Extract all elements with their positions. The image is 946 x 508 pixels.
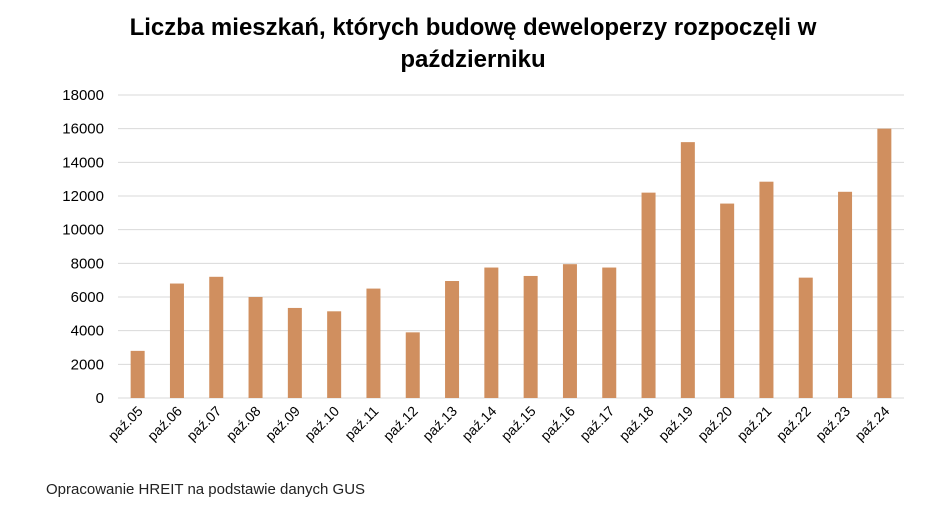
bar-paź.15 — [523, 275, 538, 398]
bar-paź.07 — [209, 276, 224, 398]
bar-paź.22 — [798, 277, 813, 398]
x-tick-label: paź.24 — [851, 403, 892, 444]
bar-paź.13 — [445, 281, 460, 398]
x-tick-label: paź.23 — [812, 403, 853, 444]
y-tick-label: 18000 — [62, 87, 104, 104]
x-tick-label: paź.13 — [419, 403, 460, 444]
x-tick-label: paź.20 — [694, 403, 735, 444]
bar-paź.18 — [641, 192, 656, 398]
y-tick-label: 14000 — [62, 154, 104, 171]
bar-paź.09 — [287, 307, 302, 398]
x-tick-label: paź.22 — [773, 403, 814, 444]
x-tick-label: paź.21 — [734, 403, 775, 444]
x-tick-label: paź.12 — [380, 403, 421, 444]
x-tick-label: paź.10 — [301, 403, 342, 444]
x-tick-label: paź.16 — [537, 403, 578, 444]
y-tick-label: 6000 — [71, 289, 104, 306]
chart-title-line-2: październiku — [400, 46, 546, 73]
bar-paź.21 — [759, 181, 774, 398]
x-tick-label: paź.18 — [616, 403, 657, 444]
x-tick-label: paź.17 — [576, 403, 617, 444]
x-tick-label: paź.11 — [341, 403, 381, 443]
x-tick-label: paź.09 — [262, 403, 303, 444]
bar-paź.19 — [680, 142, 695, 398]
bar-paź.16 — [562, 264, 577, 398]
x-tick-label: paź.06 — [144, 403, 185, 444]
x-tick-label: paź.05 — [105, 403, 146, 444]
y-tick-label: 4000 — [71, 323, 104, 340]
y-tick-label: 2000 — [71, 356, 104, 373]
x-tick-label: paź.07 — [183, 403, 224, 444]
bar-paź.10 — [327, 311, 342, 398]
chart-title: Liczba mieszkań, których budowę dewelope… — [0, 12, 946, 76]
bars — [130, 128, 892, 398]
bar-paź.23 — [838, 191, 853, 398]
chart-title-line-1: Liczba mieszkań, których budowę dewelope… — [129, 14, 817, 41]
bar-paź.12 — [405, 332, 420, 398]
bar-paź.06 — [169, 283, 184, 398]
x-tick-label: paź.08 — [223, 403, 264, 444]
bar-paź.24 — [877, 128, 892, 398]
x-axis-tick-labels: paź.05paź.06paź.07paź.08paź.09paź.10paź.… — [105, 403, 893, 444]
source-note: Opracowanie HREIT na podstawie danych GU… — [46, 481, 366, 498]
y-tick-label: 12000 — [62, 188, 104, 205]
gridlines — [118, 94, 904, 399]
y-tick-label: 16000 — [62, 121, 104, 138]
bar-paź.14 — [484, 267, 499, 398]
x-tick-label: paź.15 — [498, 403, 539, 444]
y-axis-tick-labels: 0 2000 4000 6000 8000 10000 12000 14000 16000 180… — [62, 87, 104, 407]
y-tick-label: 10000 — [62, 222, 104, 239]
y-tick-label: 0 — [96, 390, 104, 407]
bar-paź.11 — [366, 288, 381, 398]
x-tick-label: paź.14 — [458, 403, 499, 444]
x-tick-label: paź.19 — [655, 403, 696, 444]
bar-paź.20 — [720, 203, 735, 398]
y-tick-label: 8000 — [71, 255, 104, 272]
bar-paź.08 — [248, 297, 263, 398]
bar-paź.05 — [130, 350, 145, 398]
bar-paź.17 — [602, 267, 617, 398]
